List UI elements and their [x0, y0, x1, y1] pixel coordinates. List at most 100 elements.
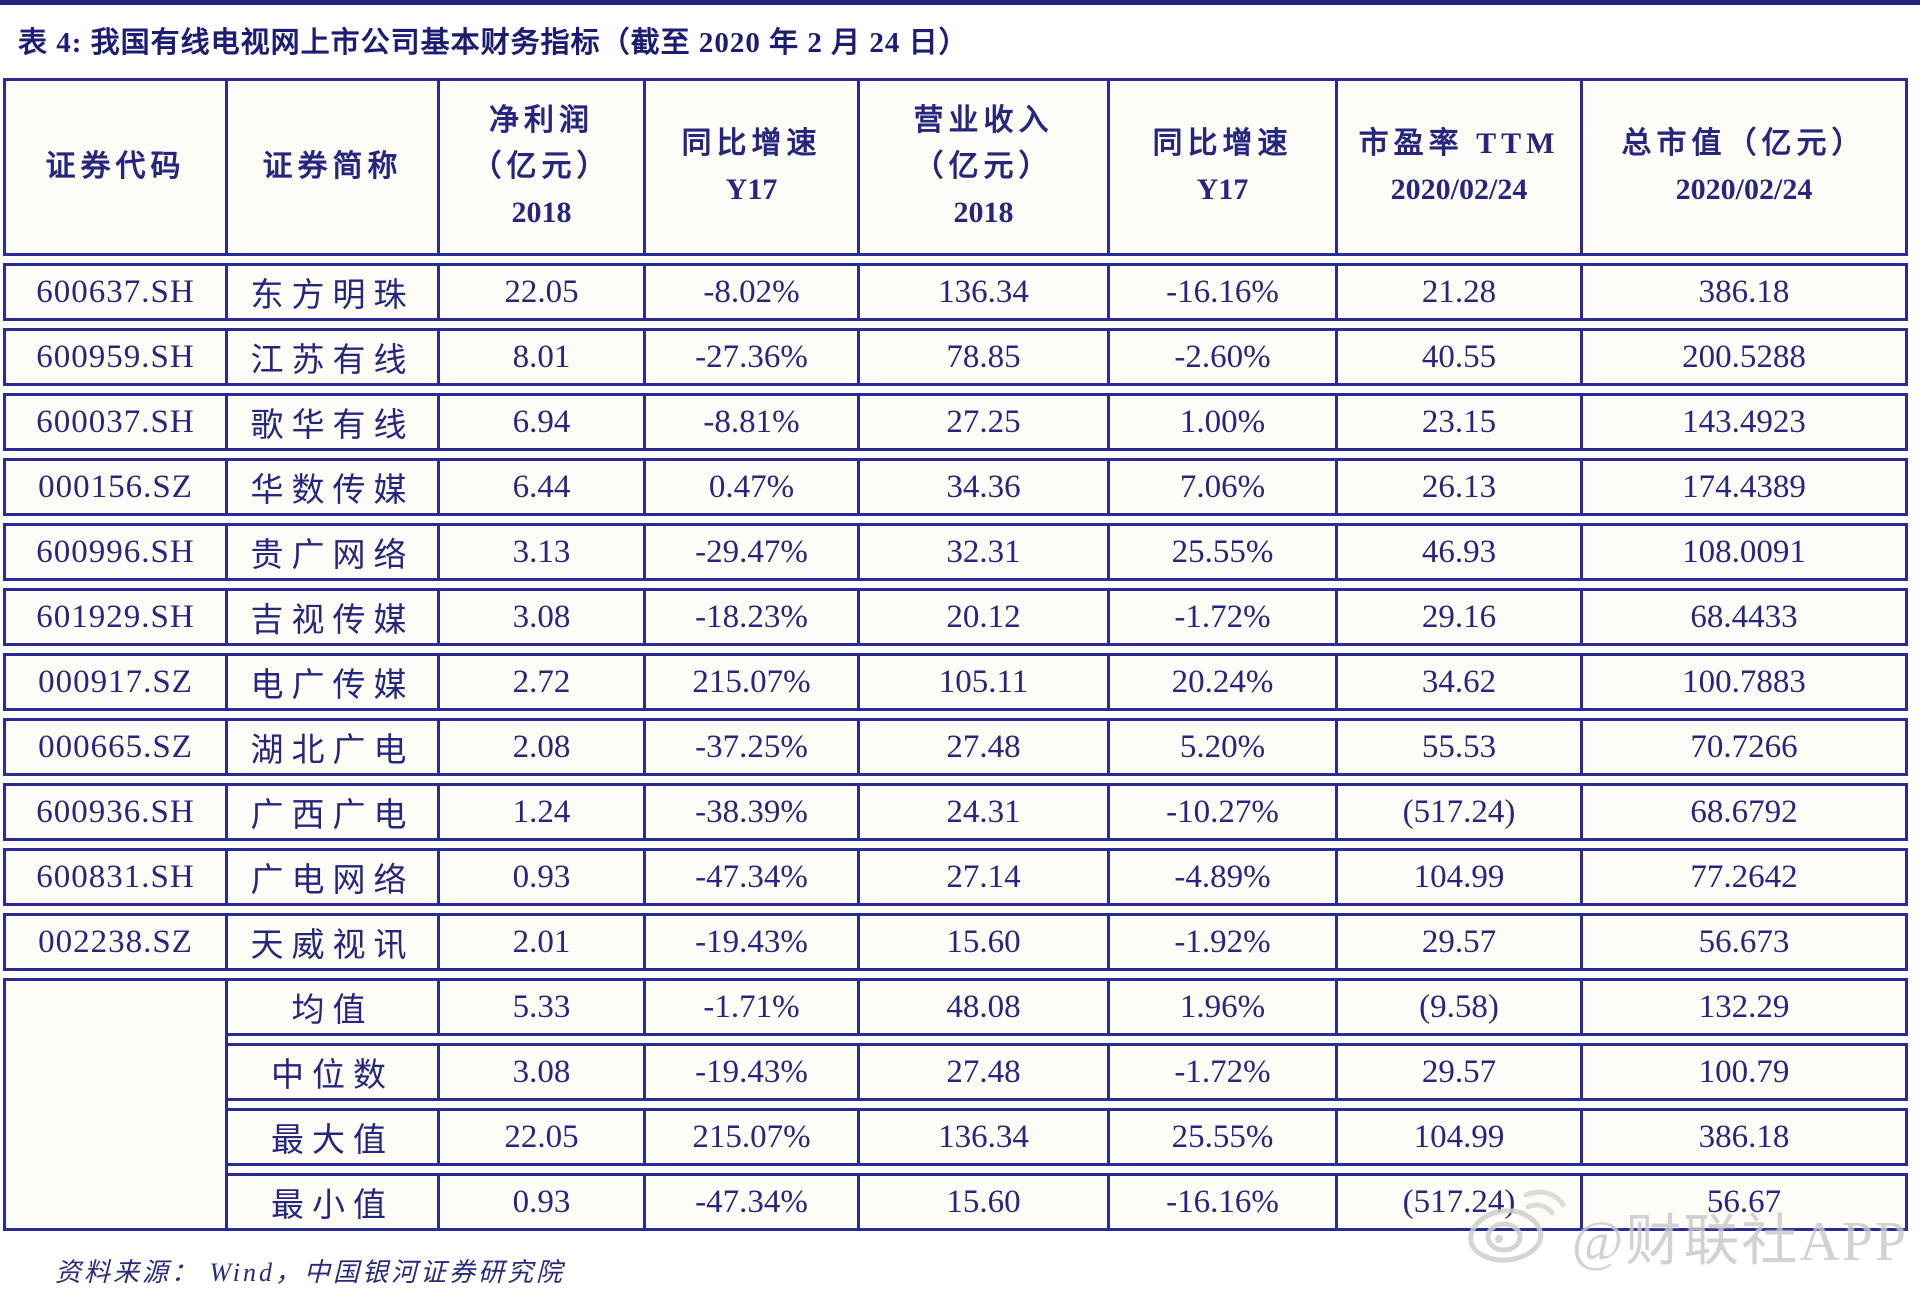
cell-mktcap: 143.4923 — [1583, 393, 1908, 451]
cell-stat-label: 最大值 — [228, 1108, 440, 1166]
header-line: Y17 — [1196, 173, 1249, 206]
cell-revenue: 15.60 — [860, 1173, 1110, 1231]
cell-rev-yoy: 1.96% — [1110, 978, 1338, 1036]
cell-net-profit: 2.72 — [440, 653, 646, 711]
cell-mktcap: 68.6792 — [1583, 783, 1908, 841]
cell-revenue: 136.34 — [860, 1108, 1110, 1166]
financial-table: 证券代码 证券简称 净利润 （亿元） 2018 同比增速 Y17 营业收入 （亿… — [3, 71, 1908, 1238]
cell-mktcap: 386.18 — [1583, 263, 1908, 321]
cell-mktcap: 200.5288 — [1583, 328, 1908, 386]
cell-revenue: 48.08 — [860, 978, 1110, 1036]
cell-pe: 26.13 — [1338, 458, 1583, 516]
cell-name: 广西广电 — [228, 783, 440, 841]
cell-pe: 29.16 — [1338, 588, 1583, 646]
cell-mktcap: 132.29 — [1583, 978, 1908, 1036]
col-header-market-cap: 总市值（亿元） 2020/02/24 — [1583, 78, 1908, 256]
cell-net-profit: 22.05 — [440, 1108, 646, 1166]
cell-mktcap: 100.7883 — [1583, 653, 1908, 711]
cell-mktcap: 56.67 — [1583, 1173, 1908, 1231]
cell-revenue: 32.31 — [860, 523, 1110, 581]
cell-np-yoy: -47.34% — [646, 1173, 860, 1231]
cell-code: 600959.SH — [3, 328, 228, 386]
summary-row: 中位数 3.08 -19.43% 27.48 -1.72% 29.57 100.… — [3, 1043, 1908, 1101]
cell-pe: (9.58) — [1338, 978, 1583, 1036]
cell-net-profit: 6.44 — [440, 458, 646, 516]
cell-pe: 21.28 — [1338, 263, 1583, 321]
cell-mktcap: 386.18 — [1583, 1108, 1908, 1166]
cell-np-yoy: -27.36% — [646, 328, 860, 386]
cell-mktcap: 56.673 — [1583, 913, 1908, 971]
cell-rev-yoy: -16.16% — [1110, 263, 1338, 321]
cell-name: 东方明珠 — [228, 263, 440, 321]
cell-pe: 104.99 — [1338, 848, 1583, 906]
table-row: 002238.SZ 天威视讯 2.01 -19.43% 15.60 -1.92%… — [3, 913, 1908, 971]
header-line: （亿元） — [913, 150, 1054, 183]
header-line: 2020/02/24 — [1675, 173, 1813, 206]
header-line: 总市值（亿元） — [1621, 127, 1867, 160]
cell-np-yoy: 0.47% — [646, 458, 860, 516]
cell-stat-label: 最小值 — [228, 1173, 440, 1231]
cell-np-yoy: 215.07% — [646, 653, 860, 711]
col-header-name: 证券简称 — [228, 78, 440, 256]
cell-stat-label: 均值 — [228, 978, 440, 1036]
header-line: 净利润 — [489, 104, 594, 137]
cell-rev-yoy: -1.72% — [1110, 588, 1338, 646]
cell-net-profit: 1.24 — [440, 783, 646, 841]
cell-mktcap: 68.4433 — [1583, 588, 1908, 646]
header-line: 市盈率 TTM — [1358, 127, 1560, 160]
cell-code: 600831.SH — [3, 848, 228, 906]
cell-rev-yoy: -16.16% — [1110, 1173, 1338, 1231]
cell-code: 002238.SZ — [3, 913, 228, 971]
col-header-rev-yoy: 同比增速 Y17 — [1110, 78, 1338, 256]
cell-np-yoy: -47.34% — [646, 848, 860, 906]
header-line: 2018 — [953, 196, 1014, 229]
cell-mktcap: 77.2642 — [1583, 848, 1908, 906]
cell-code: 600936.SH — [3, 783, 228, 841]
cell-np-yoy: -8.81% — [646, 393, 860, 451]
cell-revenue: 27.14 — [860, 848, 1110, 906]
table-row: 000665.SZ 湖北广电 2.08 -37.25% 27.48 5.20% … — [3, 718, 1908, 776]
summary-row: 最大值 22.05 215.07% 136.34 25.55% 104.99 3… — [3, 1108, 1908, 1166]
cell-rev-yoy: 25.55% — [1110, 1108, 1338, 1166]
header-line: 营业收入 — [913, 104, 1054, 137]
cell-net-profit: 5.33 — [440, 978, 646, 1036]
cell-mktcap: 100.79 — [1583, 1043, 1908, 1101]
cell-rev-yoy: -4.89% — [1110, 848, 1338, 906]
cell-code: 600637.SH — [3, 263, 228, 321]
cell-net-profit: 0.93 — [440, 1173, 646, 1231]
cell-code: 600037.SH — [3, 393, 228, 451]
cell-name: 贵广网络 — [228, 523, 440, 581]
cell-code: 601929.SH — [3, 588, 228, 646]
cell-net-profit: 0.93 — [440, 848, 646, 906]
cell-np-yoy: -37.25% — [646, 718, 860, 776]
cell-np-yoy: -1.71% — [646, 978, 860, 1036]
header-line: 同比增速 — [681, 127, 822, 160]
cell-revenue: 105.11 — [860, 653, 1110, 711]
cell-pe: 104.99 — [1338, 1108, 1583, 1166]
cell-name: 电广传媒 — [228, 653, 440, 711]
cell-rev-yoy: 25.55% — [1110, 523, 1338, 581]
cell-rev-yoy: -10.27% — [1110, 783, 1338, 841]
cell-name: 广电网络 — [228, 848, 440, 906]
col-header-np-yoy: 同比增速 Y17 — [646, 78, 860, 256]
cell-name: 吉视传媒 — [228, 588, 440, 646]
header-row: 证券代码 证券简称 净利润 （亿元） 2018 同比增速 Y17 营业收入 （亿… — [3, 78, 1908, 256]
cell-net-profit: 2.08 — [440, 718, 646, 776]
cell-revenue: 136.34 — [860, 263, 1110, 321]
cell-revenue: 27.48 — [860, 718, 1110, 776]
header-line: 证券简称 — [262, 150, 403, 183]
cell-rev-yoy: 7.06% — [1110, 458, 1338, 516]
cell-rev-yoy: 20.24% — [1110, 653, 1338, 711]
cell-revenue: 27.25 — [860, 393, 1110, 451]
header-line: Y17 — [725, 173, 778, 206]
cell-pe: 29.57 — [1338, 913, 1583, 971]
cell-name: 湖北广电 — [228, 718, 440, 776]
col-header-code: 证券代码 — [3, 78, 228, 256]
table-row: 600936.SH 广西广电 1.24 -38.39% 24.31 -10.27… — [3, 783, 1908, 841]
col-header-pe-ttm: 市盈率 TTM 2020/02/24 — [1338, 78, 1583, 256]
summary-row: 均值 5.33 -1.71% 48.08 1.96% (9.58) 132.29 — [3, 978, 1908, 1231]
cell-mktcap: 108.0091 — [1583, 523, 1908, 581]
cell-pe: 29.57 — [1338, 1043, 1583, 1101]
cell-mktcap: 174.4389 — [1583, 458, 1908, 516]
cell-revenue: 20.12 — [860, 588, 1110, 646]
